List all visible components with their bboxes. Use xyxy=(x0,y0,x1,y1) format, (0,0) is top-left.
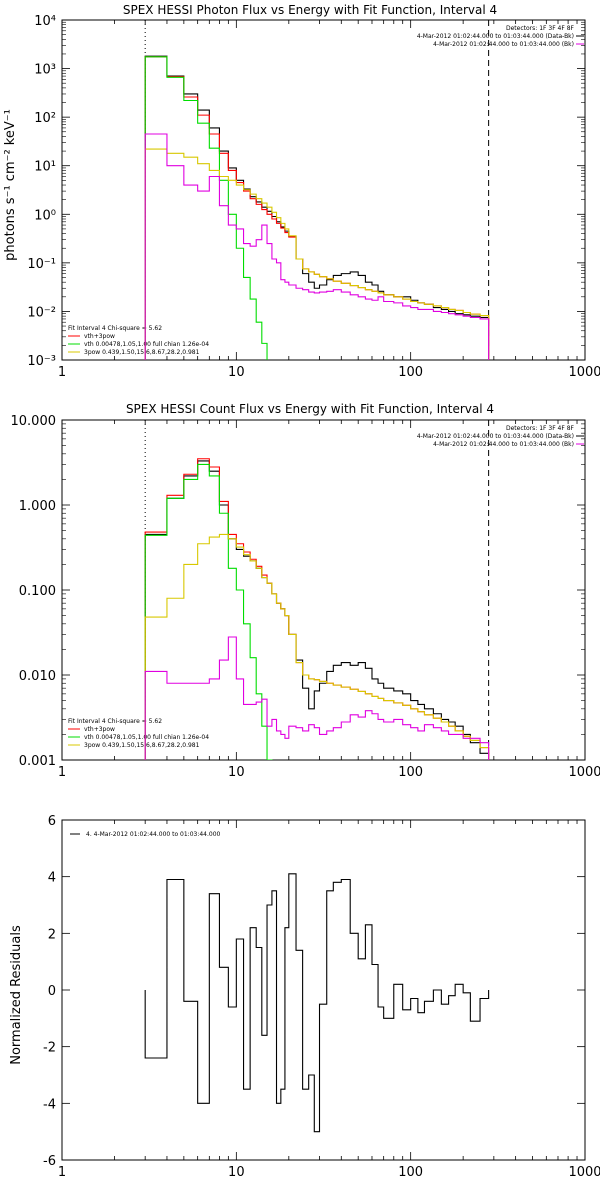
residuals-y-tick-label: 4 xyxy=(48,871,56,886)
photon-flux-y-tick-label: 10¹ xyxy=(34,160,56,175)
count-flux-panel: SPEX HESSI Count Flux vs Energy with Fit… xyxy=(11,402,600,780)
count-flux-series-vth xyxy=(144,463,273,760)
photon-flux-y-tick-label: 10⁻³ xyxy=(27,354,56,369)
count-flux-y-tick-label: 0.001 xyxy=(19,754,56,769)
residuals-y-tick-label: 2 xyxy=(48,927,56,942)
photon-flux-legend-vth3pow: vth+3pow xyxy=(84,333,115,340)
count-flux-x-tick-label: 1000 xyxy=(568,765,600,780)
residuals-y-tick-label: 0 xyxy=(48,984,56,999)
count-flux-x-tick-label: 1 xyxy=(58,765,66,780)
photon-flux-legend-fit: Fit Interval 4 Chi-square = 5.62 xyxy=(68,325,162,332)
photon-flux-x-tick-label: 10 xyxy=(228,365,245,380)
photon-flux-plot-frame xyxy=(61,19,586,361)
photon-flux-x-tick-label: 100 xyxy=(398,365,423,380)
count-flux-legend-vth3pow: vth+3pow xyxy=(84,726,115,733)
photon-flux-y-tick-label: 10⁰ xyxy=(34,208,56,223)
count-flux-series-3pow xyxy=(144,533,490,760)
photon-flux-legend-bk: 4-Mar-2012 01:02:44.000 to 01:03:44.000 … xyxy=(433,41,574,48)
photon-flux-marks: 1 10 100 1000 10⁻³ 10⁻² 10⁻¹ 10⁰ 10¹ 10² 10³ 10⁴ xyxy=(27,14,600,380)
photon-flux-y-tick-label: 10⁻¹ xyxy=(27,257,56,272)
count-flux-x-tick-label: 10 xyxy=(228,765,245,780)
photon-flux-series-3pow xyxy=(144,148,490,360)
photon-flux-legend-data: 4-Mar-2012 01:02:44.000 to 01:03:44.000 … xyxy=(417,33,574,40)
residuals-series-black xyxy=(144,873,490,1133)
photon-flux-y-tick-label: 10⁴ xyxy=(34,14,56,29)
residuals-legend-label: 4. 4-Mar-2012 01:02:44.000 to 01:03:44.0… xyxy=(86,831,221,838)
residuals-panel: Normalized Residuals 4. 4-Mar-2012 01:02… xyxy=(9,814,600,1180)
photon-flux-legend-3pow: 3pow 0.439,1.50,15.6,8.67,28.2,0.981 xyxy=(84,349,200,356)
photon-flux-y-tick-label: 10³ xyxy=(34,63,56,78)
residuals-plot-frame xyxy=(61,819,586,1161)
count-flux-legend-bk: 4-Mar-2012 01:02:44.000 to 01:03:44.000 … xyxy=(433,441,574,448)
photon-flux-series-bk xyxy=(144,133,490,360)
photon-flux-x-tick-label: 1000 xyxy=(568,365,600,380)
count-flux-plot-frame xyxy=(61,419,586,761)
residuals-x-tick-label: 100 xyxy=(398,1165,423,1180)
count-flux-series-bk xyxy=(144,636,490,760)
count-flux-y-tick-label: 1.000 xyxy=(19,499,56,514)
photon-flux-series-vth xyxy=(144,56,268,360)
photon-flux-legend-detectors: Detectors: 1F 3F 4F 8F xyxy=(506,25,575,32)
count-flux-y-tick-label: 10.000 xyxy=(11,414,57,429)
count-flux-title: SPEX HESSI Count Flux vs Energy with Fit… xyxy=(126,402,494,416)
photon-flux-y-tick-label: 10² xyxy=(34,111,56,126)
residuals-x-tick-label: 1000 xyxy=(568,1165,600,1180)
count-flux-legend-data: 4-Mar-2012 01:02:44.000 to 01:03:44.000 … xyxy=(417,433,574,440)
photon-flux-panel: SPEX HESSI Photon Flux vs Energy with Fi… xyxy=(3,3,600,380)
residuals-y-axis-label: Normalized Residuals xyxy=(9,925,24,1065)
photon-flux-y-tick-label: 10⁻² xyxy=(27,305,56,320)
count-flux-legend-3pow: 3pow 0.439,1.50,15.6,8.67,28.2,0.981 xyxy=(84,742,200,749)
count-flux-y-tick-label: 0.010 xyxy=(19,669,56,684)
photon-flux-x-tick-label: 1 xyxy=(58,365,66,380)
residuals-y-tick-label: 6 xyxy=(48,814,56,829)
count-flux-legend-fit: Fit Interval 4 Chi-square = 5.62 xyxy=(68,718,162,725)
count-flux-series-data-bk xyxy=(144,460,490,760)
photon-flux-title: SPEX HESSI Photon Flux vs Energy with Fi… xyxy=(123,3,497,17)
residuals-x-tick-label: 10 xyxy=(228,1165,245,1180)
residuals-marks: 1 10 100 1000 -6 -4 -2 0 2 4 6 xyxy=(43,814,600,1180)
photon-flux-y-axis-label: photons s⁻¹ cm⁻² keV⁻¹ xyxy=(3,109,18,261)
residuals-y-tick-label: -4 xyxy=(43,1097,56,1112)
count-flux-y-tick-label: 0.100 xyxy=(19,584,56,599)
residuals-x-tick-label: 1 xyxy=(58,1165,66,1180)
count-flux-marks: 1 10 100 1000 0.001 0.010 0.100 1.000 10.000 xyxy=(11,414,600,780)
count-flux-x-tick-label: 100 xyxy=(398,765,423,780)
residuals-y-tick-label: -2 xyxy=(43,1041,56,1056)
count-flux-legend-vth: vth 0.00478,1.05,1.00 full chian 1.26e-0… xyxy=(84,734,209,741)
residuals-y-tick-label: -6 xyxy=(43,1154,56,1169)
count-flux-legend-detectors: Detectors: 1F 3F 4F 8F xyxy=(506,425,575,432)
photon-flux-legend-vth: vth 0.00478,1.05,1.00 full chian 1.26e-0… xyxy=(84,341,209,348)
